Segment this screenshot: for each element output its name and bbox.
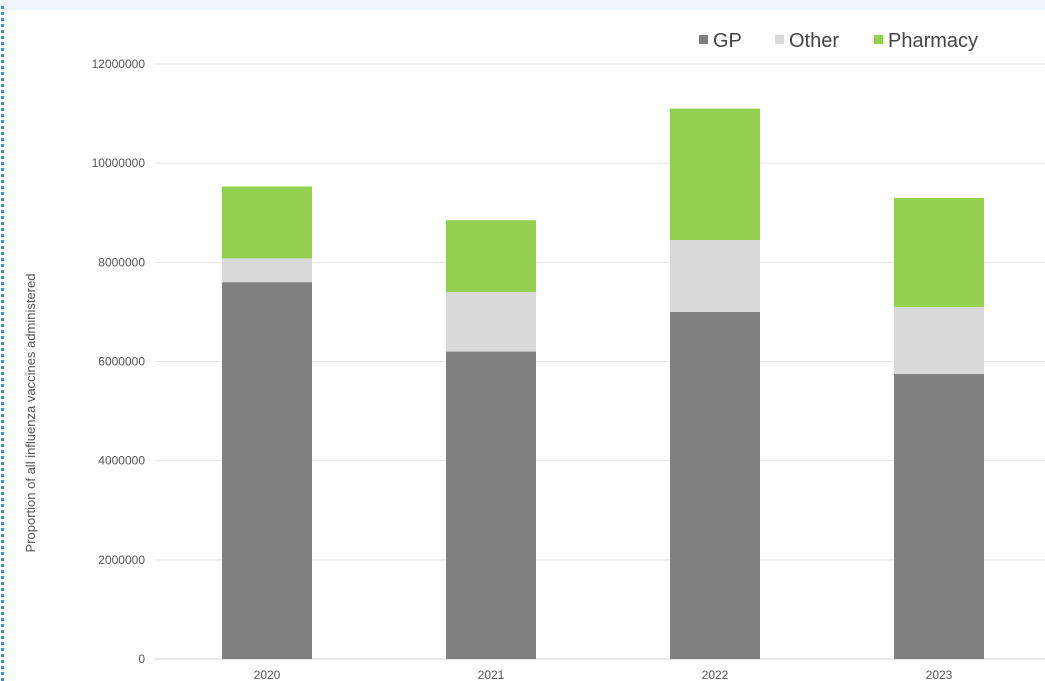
bar-pharmacy-2020 — [222, 186, 312, 259]
x-tick-label: 2021 — [478, 668, 505, 681]
bar-other-2022 — [670, 240, 760, 312]
bar-gp-2020 — [222, 282, 312, 659]
y-tick-label: 8000000 — [98, 255, 145, 269]
y-tick-label: 4000000 — [98, 454, 145, 468]
legend-swatch-pharmacy — [874, 35, 883, 44]
left-border — [1, 6, 4, 681]
bar-pharmacy-2023 — [894, 197, 984, 307]
y-axis-ticks: 0 2000000 4000000 6000000 8000000 10000000 120… — [92, 57, 146, 666]
legend-label-other: Other — [789, 30, 839, 52]
bar-gp-2023 — [894, 373, 984, 659]
y-tick-label: 6000000 — [98, 355, 145, 369]
y-tick-label: 10000000 — [92, 156, 146, 170]
bar-pharmacy-2022 — [670, 108, 760, 241]
legend-swatch-other — [775, 35, 784, 44]
y-tick-label: 0 — [138, 652, 145, 666]
legend-label-gp: GP — [713, 30, 742, 52]
y-tick-label: 2000000 — [98, 553, 145, 567]
legend: GP Other Pharmacy — [699, 30, 978, 52]
bar-gp-2021 — [446, 351, 536, 659]
y-tick-label: 12000000 — [92, 57, 146, 71]
x-tick-label: 2023 — [926, 668, 953, 681]
x-tick-label: 2020 — [254, 668, 281, 681]
bar-other-2023 — [894, 306, 984, 374]
x-axis-ticks: 2020 2021 2022 2023 — [254, 668, 953, 681]
y-axis-label: Proportion of all influenza vaccines adm… — [23, 274, 38, 553]
bar-gp-2022 — [670, 311, 760, 659]
top-band — [0, 0, 1045, 10]
bar-other-2020 — [222, 258, 312, 283]
bar-other-2021 — [446, 292, 536, 352]
x-tick-label: 2022 — [702, 668, 729, 681]
legend-swatch-gp — [699, 35, 708, 44]
legend-label-pharmacy: Pharmacy — [888, 30, 978, 52]
bars — [222, 108, 984, 659]
bar-pharmacy-2021 — [446, 220, 536, 293]
